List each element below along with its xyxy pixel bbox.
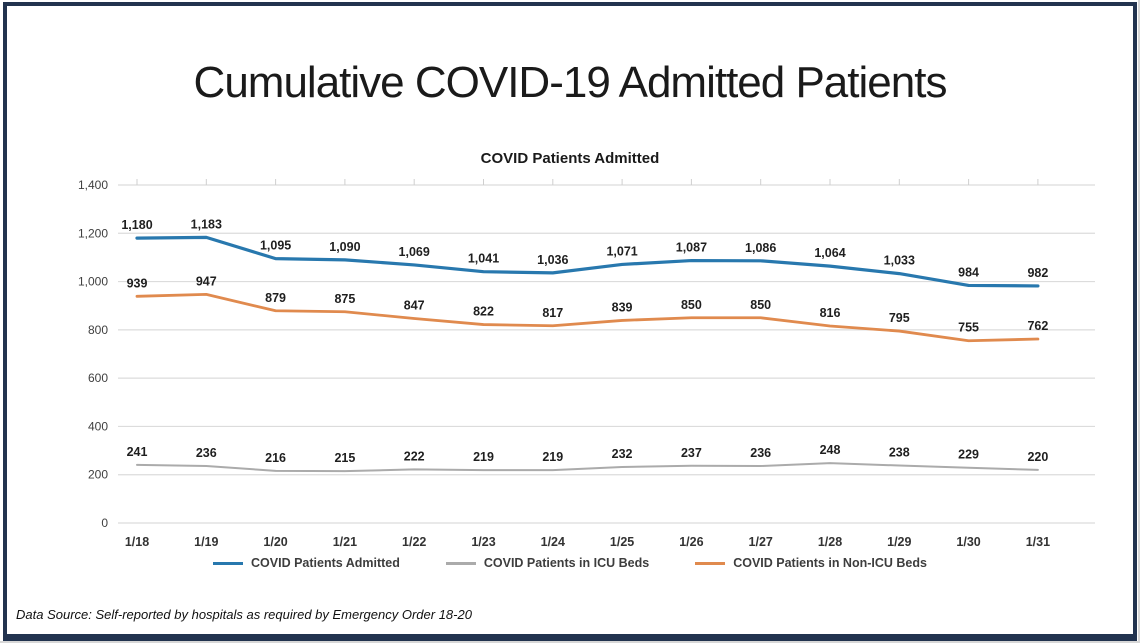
data-label: 939 xyxy=(127,276,148,290)
y-axis-tick-label: 600 xyxy=(88,371,108,385)
data-label: 795 xyxy=(889,311,910,325)
data-label: 1,183 xyxy=(191,217,222,231)
data-label: 1,095 xyxy=(260,239,291,253)
y-axis-tick-label: 1,400 xyxy=(78,178,108,192)
data-label: 839 xyxy=(612,300,633,314)
x-axis-tick-label: 1/19 xyxy=(194,535,218,549)
x-axis-tick-label: 1/30 xyxy=(956,535,980,549)
x-axis-tick-label: 1/24 xyxy=(541,535,565,549)
y-axis-tick-label: 200 xyxy=(88,468,108,482)
data-label: 850 xyxy=(681,298,702,312)
data-label: 238 xyxy=(889,446,910,460)
data-label: 219 xyxy=(473,450,494,464)
data-label: 1,036 xyxy=(537,253,568,267)
data-label: 1,180 xyxy=(121,218,152,232)
data-label: 216 xyxy=(265,451,286,465)
data-label: 241 xyxy=(127,445,148,459)
data-label: 982 xyxy=(1027,266,1048,280)
y-axis-tick-label: 1,000 xyxy=(78,275,108,289)
data-label: 1,069 xyxy=(399,245,430,259)
data-label: 850 xyxy=(750,298,771,312)
data-label: 215 xyxy=(334,451,355,465)
data-label: 220 xyxy=(1027,450,1048,464)
x-axis-tick-label: 1/18 xyxy=(125,535,149,549)
data-label: 1,064 xyxy=(814,246,845,260)
x-axis-tick-label: 1/31 xyxy=(1026,535,1050,549)
legend-line-swatch xyxy=(695,561,726,565)
data-label: 762 xyxy=(1027,319,1048,333)
legend-label: COVID Patients in ICU Beds xyxy=(483,556,650,570)
data-label: 1,086 xyxy=(745,241,776,255)
x-axis-tick-label: 1/25 xyxy=(610,535,634,549)
x-axis-tick-label: 1/21 xyxy=(333,535,357,549)
x-axis-tick-label: 1/26 xyxy=(679,535,703,549)
y-axis-tick-label: 0 xyxy=(101,516,108,530)
data-label: 755 xyxy=(958,321,979,335)
data-label: 879 xyxy=(265,291,286,305)
data-label: 219 xyxy=(542,450,563,464)
data-label: 816 xyxy=(820,306,841,320)
data-label: 817 xyxy=(542,306,563,320)
legend-line-swatch xyxy=(445,561,476,565)
data-label: 232 xyxy=(612,447,633,461)
legend-label: COVID Patients Admitted xyxy=(251,556,400,570)
x-axis-tick-label: 1/20 xyxy=(263,535,287,549)
legend-item-1: COVID Patients in ICU Beds xyxy=(445,556,650,570)
chart-title: COVID Patients Admitted xyxy=(480,150,660,167)
data-label: 248 xyxy=(820,443,841,457)
x-axis-tick-label: 1/23 xyxy=(471,535,495,549)
x-axis-tick-label: 1/28 xyxy=(818,535,842,549)
data-label: 875 xyxy=(334,292,355,306)
covid-line-chart: 0 200 400 600 800 1,000 1,200 1,400 1/18 1/19 1/20… xyxy=(78,178,1095,549)
series-line-0 xyxy=(135,235,1040,288)
x-axis-tick-label: 1/22 xyxy=(402,535,426,549)
x-axis-tick-label: 1/29 xyxy=(887,535,911,549)
data-label: 1,090 xyxy=(329,240,360,254)
page-title: Cumulative COVID-19 Admitted Patients xyxy=(193,58,948,107)
data-label: 237 xyxy=(681,446,702,460)
data-source-note: Data Source: Self-reported by hospitals … xyxy=(16,607,472,622)
x-axis-tick-label: 1/27 xyxy=(749,535,773,549)
data-label: 847 xyxy=(404,299,425,313)
series-line-1 xyxy=(136,462,1039,473)
data-label: 236 xyxy=(750,446,771,460)
legend-item-2: COVID Patients in Non-ICU Beds xyxy=(695,556,927,570)
y-axis-tick-label: 400 xyxy=(88,419,108,433)
data-label: 1,041 xyxy=(468,252,499,266)
data-label: 1,033 xyxy=(884,254,915,268)
legend-item-0: COVID Patients Admitted xyxy=(213,556,400,570)
data-label: 236 xyxy=(196,446,217,460)
data-label: 1,087 xyxy=(676,241,707,255)
legend-line-swatch xyxy=(213,561,244,565)
series-line-2 xyxy=(135,292,1040,343)
data-label: 222 xyxy=(404,449,425,463)
data-label: 229 xyxy=(958,448,979,462)
data-label: 984 xyxy=(958,265,979,279)
data-label: 822 xyxy=(473,305,494,319)
data-label: 1,071 xyxy=(606,244,637,258)
legend-label: COVID Patients in Non-ICU Beds xyxy=(733,556,927,570)
y-axis-tick-label: 800 xyxy=(88,323,108,337)
y-axis-tick-label: 1,200 xyxy=(78,226,108,240)
data-label: 947 xyxy=(196,274,217,288)
chart-legend: COVID Patients Admitted COVID Patients in… xyxy=(0,556,1140,570)
